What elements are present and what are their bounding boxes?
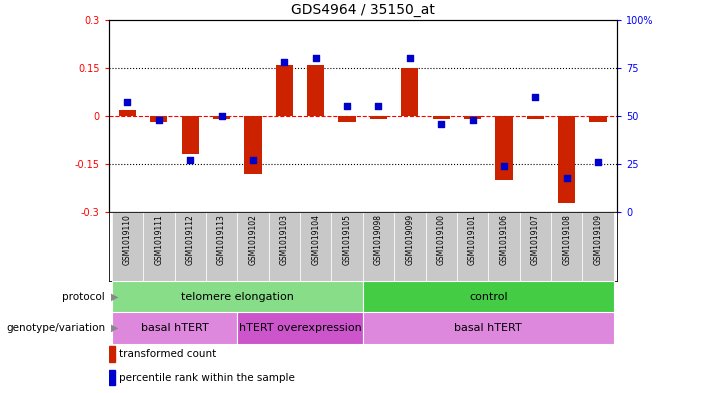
Bar <box>245 116 261 174</box>
Bar <box>150 116 168 122</box>
Bar <box>237 312 363 344</box>
Bar <box>370 116 387 119</box>
Text: genotype/variation: genotype/variation <box>6 323 105 333</box>
Bar <box>464 116 481 119</box>
Bar <box>307 64 325 116</box>
Point <box>498 163 510 169</box>
Point <box>154 117 165 123</box>
Bar <box>111 281 363 312</box>
Bar <box>426 212 457 281</box>
Point <box>561 174 572 181</box>
Bar <box>275 64 293 116</box>
Text: basal hTERT: basal hTERT <box>141 323 208 333</box>
Point <box>373 103 384 109</box>
Text: GSM1019110: GSM1019110 <box>123 214 132 265</box>
Bar <box>583 212 614 281</box>
Text: control: control <box>469 292 508 302</box>
Point <box>467 117 478 123</box>
Bar <box>119 110 136 116</box>
Text: basal hTERT: basal hTERT <box>454 323 522 333</box>
Bar <box>363 312 614 344</box>
Bar <box>457 212 489 281</box>
Text: percentile rank within the sample: percentile rank within the sample <box>119 373 294 383</box>
Bar <box>526 116 544 119</box>
Text: GSM1019098: GSM1019098 <box>374 214 383 265</box>
Bar <box>363 281 614 312</box>
Bar <box>175 212 206 281</box>
Bar <box>143 212 175 281</box>
Text: GSM1019106: GSM1019106 <box>499 214 508 265</box>
Point <box>341 103 353 109</box>
Bar <box>339 116 355 122</box>
Text: GSM1019101: GSM1019101 <box>468 214 477 265</box>
Text: GSM1019113: GSM1019113 <box>217 214 226 265</box>
Point <box>530 94 541 100</box>
Bar <box>300 212 332 281</box>
Point <box>122 99 133 106</box>
Bar <box>433 116 450 119</box>
Title: GDS4964 / 35150_at: GDS4964 / 35150_at <box>291 3 435 17</box>
Bar <box>332 212 363 281</box>
Text: GSM1019111: GSM1019111 <box>154 214 163 265</box>
Bar <box>109 346 115 362</box>
Text: GSM1019105: GSM1019105 <box>343 214 352 265</box>
Point <box>216 113 227 119</box>
Text: hTERT overexpression: hTERT overexpression <box>238 323 362 333</box>
Text: GSM1019107: GSM1019107 <box>531 214 540 265</box>
Text: protocol: protocol <box>62 292 105 302</box>
Point <box>184 157 196 163</box>
Bar <box>237 212 268 281</box>
Bar <box>268 212 300 281</box>
Bar <box>489 212 519 281</box>
Bar <box>111 312 237 344</box>
Text: GSM1019108: GSM1019108 <box>562 214 571 265</box>
Text: GSM1019100: GSM1019100 <box>437 214 446 265</box>
Text: ▶: ▶ <box>111 292 118 302</box>
Text: transformed count: transformed count <box>119 349 216 359</box>
Text: ▶: ▶ <box>111 323 118 333</box>
Bar <box>109 370 115 386</box>
Point <box>247 157 259 163</box>
Text: GSM1019103: GSM1019103 <box>280 214 289 265</box>
Point <box>404 55 416 61</box>
Bar <box>401 68 418 116</box>
Text: telomere elongation: telomere elongation <box>181 292 294 302</box>
Point <box>592 159 604 165</box>
Text: GSM1019102: GSM1019102 <box>248 214 257 265</box>
Bar <box>519 212 551 281</box>
Bar <box>551 212 583 281</box>
Point <box>279 59 290 65</box>
Bar <box>111 212 143 281</box>
Bar <box>206 212 237 281</box>
Bar <box>363 212 394 281</box>
Text: GSM1019104: GSM1019104 <box>311 214 320 265</box>
Text: GSM1019099: GSM1019099 <box>405 214 414 265</box>
Point <box>310 55 321 61</box>
Bar <box>496 116 512 180</box>
Bar <box>558 116 576 203</box>
Bar <box>182 116 199 154</box>
Text: GSM1019109: GSM1019109 <box>594 214 603 265</box>
Bar <box>394 212 426 281</box>
Bar <box>590 116 606 122</box>
Point <box>435 121 447 127</box>
Bar <box>213 116 230 119</box>
Text: GSM1019112: GSM1019112 <box>186 214 195 265</box>
